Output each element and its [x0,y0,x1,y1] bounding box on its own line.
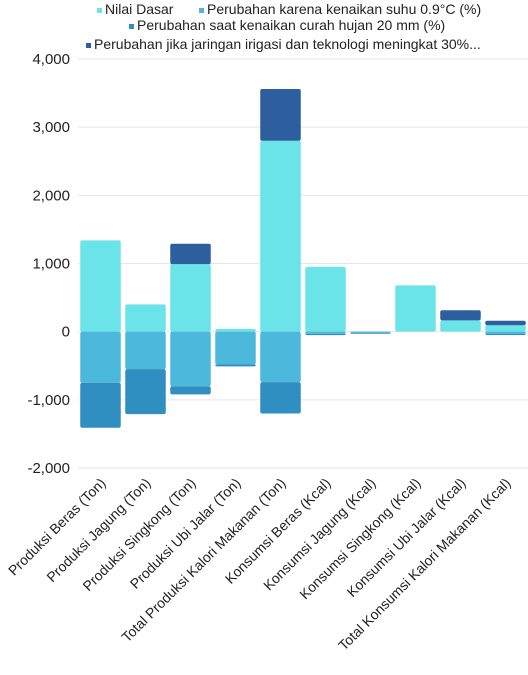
x-tick-label: Total Produksi Kalori Makanan (Ton) [118,475,288,645]
bar-segment [215,328,256,332]
bar-segment [80,331,121,383]
bar-segment [305,266,346,332]
y-tick-label: 3,000 [32,119,70,136]
x-axis: Produksi Beras (Ton)Produksi Jagung (Ton… [5,475,514,654]
bar-segment [170,243,211,265]
bar-segment [485,325,526,332]
bar-segment [80,240,121,332]
y-tick-label: -1,000 [27,392,70,409]
bar-segment [80,382,121,428]
legend-swatch-3 [86,43,91,48]
legend-label-3: Perubahan jika jaringan irigasi dan tekn… [94,36,481,52]
legend-swatch-1 [199,8,204,13]
bar-segment [485,331,526,335]
legend: Nilai Dasar Perubahan karena kenaikan suh… [86,1,481,52]
y-tick-label: 1,000 [32,256,70,273]
bar-segment [440,320,481,332]
y-axis: -2,000 -1,000 0 1,000 2,000 3,000 4,000 [27,51,70,477]
bar-segment [485,334,526,336]
bar-segment [260,140,301,332]
bar-segment [125,369,166,415]
bar-segment [485,320,526,326]
legend-label-0: Nilai Dasar [105,1,174,17]
bar-segment [305,333,346,336]
legend-swatch-2 [129,24,134,29]
bar-segment [260,382,301,414]
legend-swatch-0 [97,8,102,13]
y-tick-label: 0 [62,324,70,341]
bars [80,88,526,428]
bar-segment [260,88,301,141]
bar-segment [170,386,211,395]
bar-segment [350,331,391,333]
bar-segment [125,304,166,332]
y-tick-label: 4,000 [32,51,70,68]
bar-segment [305,331,346,334]
bar-segment [350,332,391,334]
bar-segment [215,331,256,365]
bar-segment [260,331,301,383]
bar-segment [125,331,166,370]
legend-label-1: Perubahan karena kenaikan suhu 0.9°C (%) [207,1,481,17]
bar-segment [215,364,256,367]
bar-segment [395,285,436,332]
bar-segment [170,331,211,387]
bar-segment [170,264,211,332]
bar-segment [440,310,481,321]
legend-label-2: Perubahan saat kenaikan curah hujan 20 m… [137,17,445,33]
y-tick-label: 2,000 [32,187,70,204]
y-tick-label: -2,000 [27,460,70,477]
